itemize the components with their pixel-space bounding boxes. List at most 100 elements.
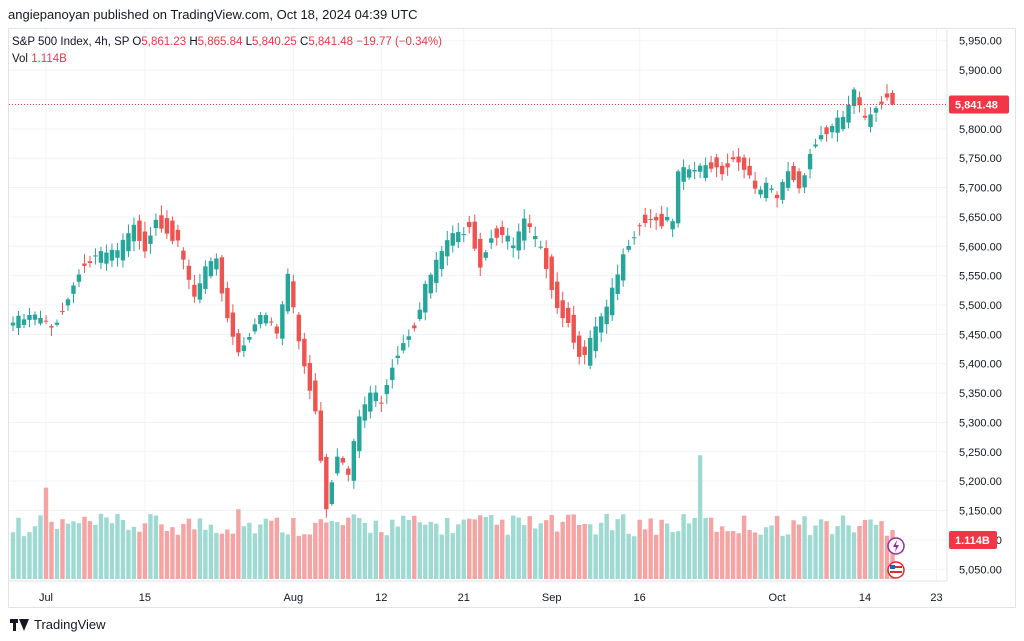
candle-body [593, 326, 598, 352]
volume-bar [884, 535, 890, 579]
volume-bar [659, 519, 664, 579]
x-tick-label: 12 [375, 592, 387, 604]
chart-area[interactable]: 5,050.005,100.005,150.005,200.005,250.00… [8, 28, 1016, 608]
candle-body [708, 162, 714, 169]
candle-body [813, 144, 818, 147]
candle-body [615, 274, 620, 294]
candle-body [472, 221, 477, 249]
candle-body [87, 261, 93, 264]
volume-bar [38, 515, 43, 579]
candle-body [890, 92, 895, 105]
candle-body [164, 218, 170, 234]
volume-bar [747, 530, 752, 579]
y-tick-label: 5,200.00 [959, 476, 1002, 488]
candle-body [395, 355, 400, 359]
candle-body [368, 392, 373, 412]
volume-bar [175, 534, 181, 579]
candle-body [478, 238, 483, 268]
volume-bar [697, 455, 703, 579]
volume-bar [807, 535, 813, 579]
candle-body [241, 345, 247, 352]
volume-bar [791, 520, 796, 579]
volume-bar [269, 520, 274, 579]
candle-body [818, 135, 824, 140]
legend-open: 5,861.23 [141, 36, 187, 48]
volume-bar [642, 529, 648, 579]
volume-bar [357, 518, 362, 579]
candle-body [829, 126, 835, 133]
volume-bar [758, 534, 763, 579]
candle-body [840, 116, 846, 130]
candle-body [637, 225, 642, 227]
candle-body [846, 104, 851, 123]
candle-body [626, 246, 631, 250]
price-chart[interactable]: 5,050.005,100.005,150.005,200.005,250.00… [9, 29, 1015, 607]
candle-body [324, 456, 329, 510]
volume-bar [186, 518, 192, 579]
candle-body [60, 311, 65, 313]
volume-bar [719, 526, 725, 579]
y-tick-label: 5,250.00 [959, 447, 1002, 459]
candle-body [511, 245, 516, 249]
candle-body [291, 281, 296, 308]
y-tick-label: 5,900.00 [959, 65, 1002, 77]
volume-bar [692, 517, 697, 579]
candle-body [313, 380, 318, 412]
volume-bar [868, 519, 873, 579]
volume-bar [82, 516, 87, 579]
legend-high: 5,865.84 [197, 36, 243, 48]
candle-body [329, 482, 335, 505]
volume-bar [818, 519, 824, 579]
volume-bar [813, 525, 818, 579]
volume-bar [153, 515, 159, 579]
candle-body [571, 314, 576, 343]
volume-bar [379, 532, 384, 579]
y-tick-label: 5,550.00 [959, 271, 1002, 283]
y-tick-label: 5,650.00 [959, 212, 1002, 224]
volume-bar [395, 526, 400, 579]
volume-bar [648, 518, 653, 579]
candle-body [82, 263, 87, 266]
volume-bar [780, 535, 785, 579]
volume-bar [71, 521, 76, 579]
candle-body [406, 336, 411, 340]
volume-bar [593, 534, 598, 579]
volume-bar [225, 529, 230, 579]
volume-bar [302, 534, 307, 579]
volume-bar [313, 522, 318, 579]
candle-body [170, 220, 175, 241]
y-tick-label: 5,700.00 [959, 183, 1002, 195]
candle-body [269, 321, 274, 323]
volume-bar [714, 531, 719, 579]
candle-body [516, 231, 521, 251]
volume-bar [450, 533, 455, 579]
volume-bar [626, 533, 631, 579]
y-tick-label: 5,450.00 [959, 329, 1002, 341]
candle-body [423, 283, 428, 313]
candle-body [450, 233, 455, 246]
candle-body [576, 335, 582, 357]
volume-bar [10, 532, 16, 579]
y-tick-label: 5,300.00 [959, 417, 1002, 429]
candle-body [868, 114, 873, 127]
candle-body [27, 314, 32, 320]
volume-bar [527, 516, 532, 579]
candle-body [681, 167, 686, 182]
volume-bar [60, 519, 65, 579]
volume-bar [296, 535, 302, 579]
candle-body [186, 265, 192, 280]
candle-body [38, 317, 43, 324]
candle-body [692, 169, 697, 172]
candle-body [285, 273, 291, 312]
volume-bar [560, 521, 565, 579]
volume-bar [412, 515, 417, 579]
candle-body [774, 194, 780, 199]
candle-body [785, 171, 791, 188]
candle-body [763, 182, 769, 199]
candle-body [142, 231, 148, 252]
candle-body [126, 233, 131, 252]
volume-bar [609, 530, 615, 579]
candle-body [258, 315, 263, 325]
volume-bar [500, 519, 505, 579]
volume-bar [637, 519, 642, 579]
